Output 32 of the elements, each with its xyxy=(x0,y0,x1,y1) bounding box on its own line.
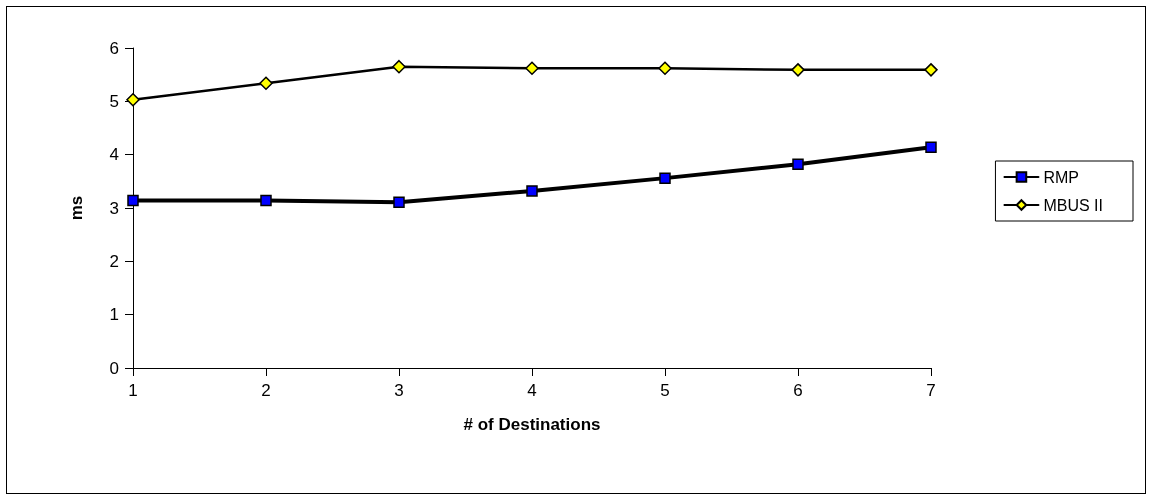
point xyxy=(791,63,805,77)
point xyxy=(792,158,804,171)
y-tick-label: 4 xyxy=(109,145,119,165)
y-tick-label: 2 xyxy=(109,251,119,271)
legend-label: RMP xyxy=(1043,168,1079,186)
x-tick-label: 4 xyxy=(527,381,537,400)
x-tick-label: 5 xyxy=(660,381,670,400)
point xyxy=(259,76,273,90)
y-tick-label: 3 xyxy=(109,198,119,218)
point xyxy=(925,141,937,153)
point xyxy=(658,61,672,76)
x-axis-title: # of Destinations xyxy=(463,415,601,434)
x-tick-label: 2 xyxy=(261,381,271,400)
point xyxy=(525,61,539,76)
point xyxy=(924,63,938,77)
legend-label: MBUS II xyxy=(1043,196,1103,214)
y-tick-label: 5 xyxy=(109,91,119,111)
x-tick-label: 6 xyxy=(793,381,803,400)
point xyxy=(260,194,272,207)
point xyxy=(526,185,538,197)
y-tick-label: 6 xyxy=(109,38,119,58)
point xyxy=(126,92,140,107)
x-tick-label: 7 xyxy=(926,381,936,400)
point xyxy=(393,196,405,208)
point xyxy=(659,172,671,184)
point xyxy=(392,59,406,74)
y-axis-title: ms xyxy=(67,195,86,221)
y-tick-label: 1 xyxy=(109,305,119,325)
y-tick-label: 0 xyxy=(109,358,119,378)
point xyxy=(127,194,139,207)
x-tick-label: 1 xyxy=(128,381,138,400)
x-tick-label: 3 xyxy=(394,381,404,400)
